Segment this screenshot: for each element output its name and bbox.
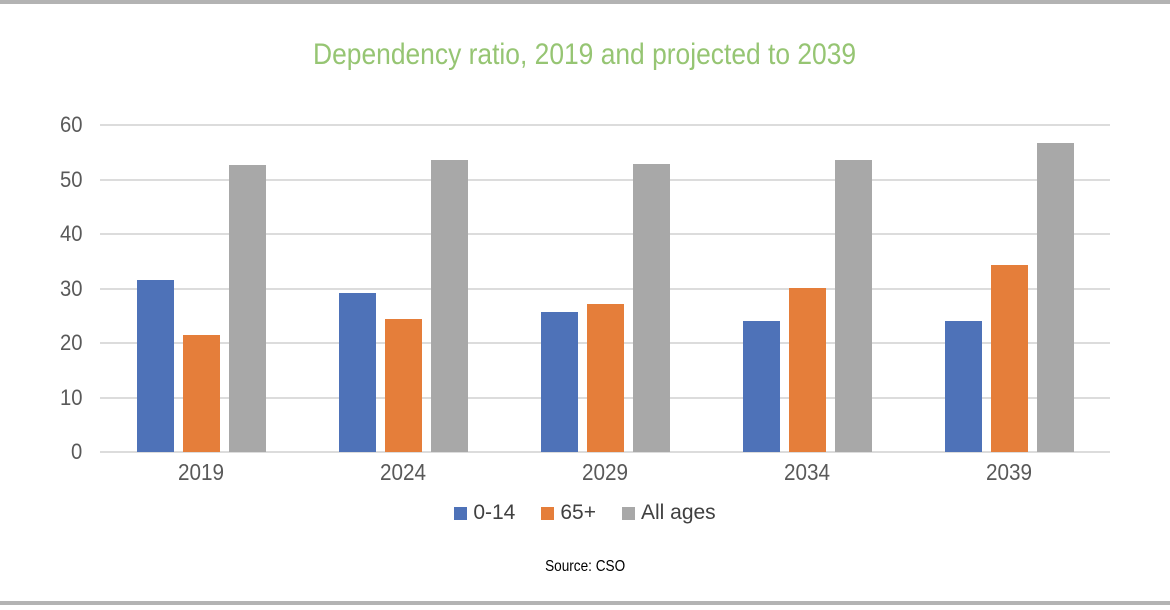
bar-65-2029: [586, 304, 624, 452]
y-axis-tick-label: 0: [70, 439, 82, 464]
legend-item-0-14: 0-14: [454, 501, 515, 525]
y-axis-tick-label: 10: [59, 384, 82, 410]
gridline-0: [100, 451, 1110, 453]
bar-all-ages-2034: [834, 159, 872, 452]
gridline-60: [100, 124, 1110, 126]
bar-65-2034: [788, 287, 826, 452]
legend-swatch-all-ages: [621, 506, 635, 520]
y-axis: 0 10 20 30 40 50 60: [0, 114, 86, 463]
bar-0-14-2019: [136, 280, 174, 452]
bar-all-ages-2039: [1036, 143, 1074, 452]
x-category-label: 2039: [985, 459, 1033, 485]
bars-layer: [100, 125, 1110, 452]
bar-0-14-2034: [742, 321, 780, 452]
bottom-frame-border: [0, 601, 1170, 605]
x-category-label: 2024: [379, 459, 427, 485]
x-category-label: 2019: [177, 459, 225, 485]
source-note: Source: CSO: [0, 558, 1170, 576]
chart-title-text: Dependency ratio, 2019 and projected to …: [313, 38, 857, 71]
x-category-label: 2029: [581, 459, 629, 485]
bar-0-14-2029: [540, 312, 578, 452]
chart-title: Dependency ratio, 2019 and projected to …: [0, 38, 1170, 71]
bar-group-2034: [706, 125, 908, 452]
x-axis: 2019 2024 2029 2034 2039: [100, 459, 1110, 486]
legend-swatch-65: [541, 506, 555, 520]
bar-all-ages-2024: [430, 159, 468, 452]
gridline-30: [100, 287, 1110, 290]
y-axis-tick-label: 60: [59, 112, 82, 137]
plot-area: [100, 124, 1110, 453]
bar-all-ages-2019: [228, 164, 266, 452]
gridline-50: [100, 178, 1110, 181]
legend-label: All ages: [640, 501, 716, 524]
bar-group-2019: [100, 125, 302, 452]
top-frame-border: [0, 0, 1170, 4]
legend-label: 65+: [560, 501, 596, 524]
x-category-label: 2034: [783, 459, 831, 485]
bar-0-14-2024: [338, 293, 376, 452]
bar-65-2019: [182, 335, 220, 452]
bar-group-2039: [908, 125, 1110, 452]
bar-group-2029: [504, 125, 706, 452]
y-axis-tick-label: 50: [59, 166, 82, 192]
legend: 0-14 65+ All ages: [0, 501, 1170, 525]
y-axis-tick-label: 20: [59, 330, 82, 355]
legend-swatch-0-14: [454, 506, 468, 520]
legend-item-all-ages: All ages: [621, 501, 716, 525]
y-axis-tick-label: 30: [59, 275, 82, 301]
y-axis-tick-label: 40: [59, 221, 82, 246]
legend-item-65: 65+: [541, 501, 596, 525]
bar-65-2039: [990, 265, 1028, 452]
bar-0-14-2039: [944, 321, 982, 452]
bar-all-ages-2029: [632, 164, 670, 452]
gridline-40: [100, 233, 1110, 236]
legend-label: 0-14: [473, 501, 516, 524]
bar-group-2024: [302, 125, 504, 452]
bar-65-2024: [384, 319, 422, 452]
source-note-text: Source: CSO: [544, 558, 626, 575]
